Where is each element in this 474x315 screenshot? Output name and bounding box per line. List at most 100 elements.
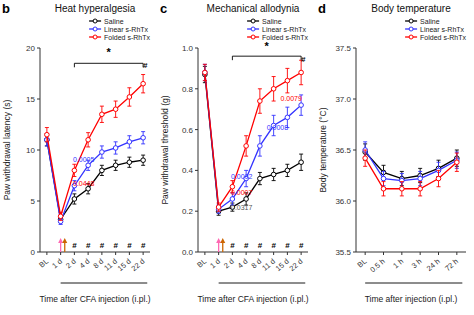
y-tick: [353, 99, 356, 100]
y-tick-label: 37.0: [335, 95, 351, 104]
x-tick-label: 1 d: [208, 257, 222, 271]
data-point: [203, 70, 208, 75]
x-tick: [246, 252, 247, 255]
legend-marker: [409, 19, 413, 23]
panel-label: c: [160, 1, 167, 16]
y-label: Body temperature (°C): [318, 107, 328, 192]
x-tick: [301, 252, 302, 255]
x-axis: [40, 252, 150, 253]
period-line: [365, 283, 462, 284]
y-tick: [37, 150, 40, 151]
period-line: [219, 283, 306, 284]
error-bar: [217, 203, 221, 211]
x-tick-label: 3 h: [410, 257, 424, 271]
significance-bracket: [74, 63, 143, 67]
data-point: [299, 103, 304, 108]
data-point: [127, 95, 132, 100]
x-tick-label: BL: [356, 257, 369, 270]
x-tick-label: 24 h: [425, 257, 442, 273]
y-tick: [195, 252, 198, 253]
annotation: #: [86, 241, 91, 250]
y-tick: [37, 48, 40, 49]
legend-label: Folded s-RhTx: [104, 34, 150, 41]
injection-arrow-head: [216, 238, 221, 243]
error-bar: [272, 168, 276, 180]
annotation: 0.0448: [73, 180, 95, 187]
series-line: [205, 75, 301, 212]
data-point: [271, 87, 276, 92]
data-point: [258, 99, 263, 104]
y-tick: [353, 201, 356, 202]
period-line: [61, 283, 148, 284]
data-point: [100, 112, 105, 117]
x-tick: [143, 252, 144, 255]
legend-marker: [93, 35, 97, 39]
y-tick: [37, 99, 40, 100]
error-bar: [272, 77, 276, 101]
y-tick: [195, 48, 198, 49]
data-point: [244, 144, 249, 149]
error-bar: [127, 88, 131, 106]
injection-arrow-head: [220, 238, 225, 243]
data-point: [299, 70, 304, 75]
significance-bracket: [232, 56, 301, 60]
y-tick-label: 36.5: [335, 146, 351, 155]
error-bar: [141, 132, 145, 144]
data-point: [72, 168, 77, 173]
legend-marker: [251, 27, 255, 31]
x-tick: [438, 252, 439, 255]
x-tick: [101, 252, 102, 255]
error-bar: [45, 128, 49, 142]
panel: 05101520BL1 d2 d4 d8 d11 d15 d22 dHeat h…: [2, 1, 151, 304]
data-point: [230, 197, 235, 202]
series-line: [365, 158, 457, 189]
data-point: [258, 176, 263, 181]
x-tick-label: 0.5 h: [368, 257, 387, 275]
x-tick: [60, 252, 61, 255]
data-point: [113, 163, 118, 168]
annotation: #: [141, 241, 146, 250]
x-tick: [204, 252, 205, 255]
x-tick: [259, 252, 260, 255]
legend-label: Folded s-RhTx: [420, 34, 466, 41]
injection-arrow: [218, 242, 219, 252]
x-axis: [198, 252, 308, 253]
x-tick: [287, 252, 288, 255]
error-bar: [127, 136, 131, 148]
panel: 35.536.036.537.037.5BL0.5 h1 h3 h24 h72 …: [318, 1, 466, 304]
data-point: [113, 146, 118, 151]
error-bar: [363, 150, 367, 166]
x-tick: [365, 252, 366, 255]
data-point: [72, 197, 77, 202]
legend-label: Linear s-RhTx: [104, 26, 148, 33]
legend: SalineLinear s-RhTxFolded s-RhTx: [89, 18, 150, 41]
error-bar: [400, 182, 404, 196]
error-bar: [285, 164, 289, 176]
error-bar: [59, 212, 63, 220]
panel-label: d: [318, 1, 326, 16]
data-point: [86, 186, 91, 191]
data-point: [455, 160, 460, 165]
x-tick: [218, 252, 219, 255]
x-tick-label: 72 h: [443, 257, 460, 273]
legend-label: Saline: [104, 18, 124, 25]
y-tick-label: 36.0: [335, 197, 351, 206]
y-axis: [198, 48, 199, 252]
data-point: [113, 107, 118, 112]
data-point: [141, 158, 146, 163]
injection-arrow-head: [58, 238, 63, 243]
y-tick-label: 37.5: [335, 44, 351, 53]
data-point: [127, 140, 132, 145]
series-line: [47, 138, 143, 222]
annotation: #: [299, 241, 304, 250]
y-tick: [195, 211, 198, 212]
legend-label: Linear s-RhTx: [262, 26, 306, 33]
y-tick-label: 35.5: [335, 248, 351, 257]
error-bar: [141, 155, 145, 165]
error-bar: [258, 172, 262, 184]
error-bar: [258, 136, 262, 156]
data-point: [100, 150, 105, 155]
x-tick-label: 22 d: [129, 257, 146, 273]
annotation: 0.0002: [231, 173, 253, 180]
x-tick-label: 22 d: [287, 257, 304, 273]
